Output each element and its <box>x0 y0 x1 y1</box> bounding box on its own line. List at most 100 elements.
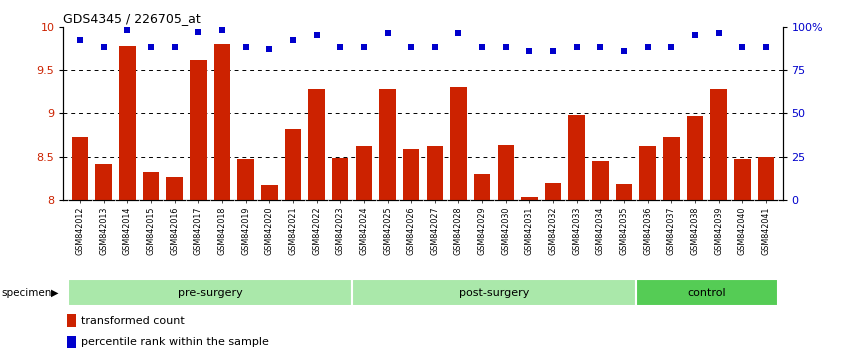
Bar <box>214 44 230 200</box>
Bar <box>592 161 608 200</box>
Point <box>689 32 702 38</box>
Text: GSM842016: GSM842016 <box>170 206 179 255</box>
Point <box>168 45 181 50</box>
Text: GSM842039: GSM842039 <box>714 206 723 255</box>
Point <box>759 45 772 50</box>
Bar <box>734 159 750 200</box>
Text: GSM842030: GSM842030 <box>502 206 510 255</box>
Text: GSM842019: GSM842019 <box>241 206 250 255</box>
Bar <box>167 177 183 200</box>
Bar <box>67 314 76 327</box>
Text: GSM842033: GSM842033 <box>572 206 581 255</box>
Bar <box>238 159 254 200</box>
Bar <box>72 137 88 200</box>
Text: GSM842028: GSM842028 <box>454 206 463 255</box>
Bar <box>663 137 679 200</box>
Bar <box>569 115 585 200</box>
Text: GSM842022: GSM842022 <box>312 206 321 255</box>
Bar <box>711 89 727 200</box>
Text: GSM842015: GSM842015 <box>146 206 156 255</box>
Text: GSM842017: GSM842017 <box>194 206 203 255</box>
Point <box>570 45 584 50</box>
Text: GSM842020: GSM842020 <box>265 206 274 255</box>
Text: percentile rank within the sample: percentile rank within the sample <box>81 337 269 347</box>
Text: GSM842023: GSM842023 <box>336 206 344 255</box>
Point <box>333 45 347 50</box>
Bar <box>261 185 277 200</box>
Point <box>97 45 111 50</box>
Text: GSM842036: GSM842036 <box>643 206 652 255</box>
Point <box>735 45 749 50</box>
Bar <box>426 146 443 200</box>
Bar <box>352 279 636 307</box>
Point <box>523 48 536 54</box>
Text: GSM842038: GSM842038 <box>690 206 700 255</box>
Point <box>499 45 513 50</box>
Bar <box>687 116 703 200</box>
Point <box>120 27 134 33</box>
Bar <box>758 156 774 200</box>
Text: GSM842040: GSM842040 <box>738 206 747 255</box>
Point <box>215 27 228 33</box>
Text: GSM842012: GSM842012 <box>75 206 85 255</box>
Bar <box>450 87 467 200</box>
Text: GSM842014: GSM842014 <box>123 206 132 255</box>
Text: GSM842029: GSM842029 <box>478 206 486 255</box>
Bar <box>474 174 491 200</box>
Bar <box>190 61 206 200</box>
Bar <box>640 146 656 200</box>
Bar <box>308 89 325 200</box>
Text: specimen: specimen <box>2 288 52 298</box>
Point <box>357 45 371 50</box>
Point <box>74 38 87 43</box>
Bar <box>119 46 135 200</box>
Text: GSM842018: GSM842018 <box>217 206 227 255</box>
Point <box>286 38 299 43</box>
Bar <box>143 172 159 200</box>
Bar <box>545 183 562 200</box>
Bar <box>379 89 396 200</box>
Bar <box>497 144 514 200</box>
Bar <box>521 198 538 200</box>
Text: GDS4345 / 226705_at: GDS4345 / 226705_at <box>63 12 201 25</box>
Point <box>452 31 465 36</box>
Text: GSM842034: GSM842034 <box>596 206 605 255</box>
Point <box>381 31 394 36</box>
Text: GSM842026: GSM842026 <box>407 206 415 255</box>
Text: GSM842025: GSM842025 <box>383 206 392 255</box>
Point <box>239 45 252 50</box>
Bar <box>403 149 420 200</box>
Text: GSM842032: GSM842032 <box>548 206 558 255</box>
Text: GSM842013: GSM842013 <box>99 206 108 255</box>
Point <box>547 48 560 54</box>
Bar <box>284 129 301 200</box>
Text: GSM842031: GSM842031 <box>525 206 534 255</box>
Text: ▶: ▶ <box>51 288 58 298</box>
Point <box>144 45 157 50</box>
Bar <box>96 164 112 200</box>
Bar <box>69 279 352 307</box>
Bar <box>67 336 76 348</box>
Bar <box>355 146 372 200</box>
Text: control: control <box>688 288 726 298</box>
Bar <box>616 184 632 200</box>
Bar <box>332 158 349 200</box>
Point <box>475 45 489 50</box>
Point <box>641 45 655 50</box>
Text: GSM842027: GSM842027 <box>431 206 439 255</box>
Text: GSM842041: GSM842041 <box>761 206 771 255</box>
Point <box>594 45 607 50</box>
Point <box>310 32 323 38</box>
Text: post-surgery: post-surgery <box>459 288 529 298</box>
Point <box>262 46 276 52</box>
Text: GSM842024: GSM842024 <box>360 206 368 255</box>
Text: pre-surgery: pre-surgery <box>178 288 243 298</box>
Text: GSM842035: GSM842035 <box>619 206 629 255</box>
Bar <box>636 279 777 307</box>
Point <box>428 45 442 50</box>
Point <box>404 45 418 50</box>
Text: transformed count: transformed count <box>81 316 185 326</box>
Text: GSM842021: GSM842021 <box>288 206 298 255</box>
Point <box>618 48 631 54</box>
Text: GSM842037: GSM842037 <box>667 206 676 255</box>
